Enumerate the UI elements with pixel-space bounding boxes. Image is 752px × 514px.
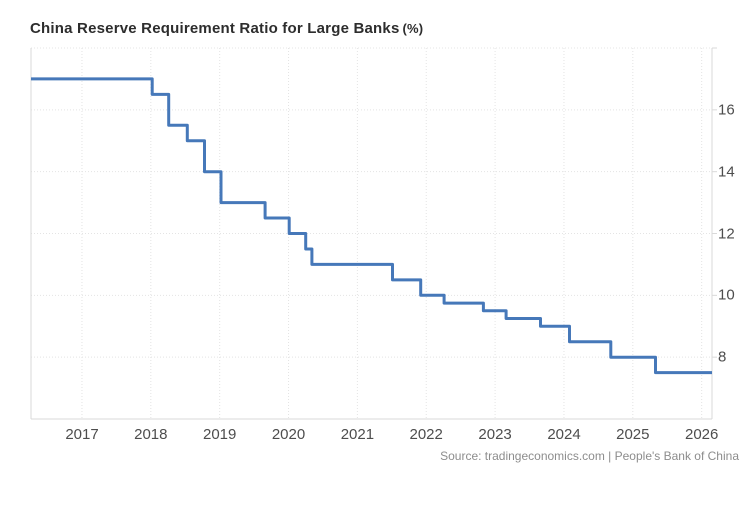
step-line-chart[interactable]: 2017 2018 2019 2020 2021 2022 2023 2024 2025 2026… <box>0 0 752 452</box>
chart-title-text: China Reserve Requirement Ratio for Larg… <box>30 20 400 37</box>
x-axis-label-2021: 2021 <box>340 426 375 443</box>
y-axis-label-10: 10 <box>718 286 735 304</box>
x-axis-label-2023: 2023 <box>478 426 512 443</box>
x-axis-label-2025: 2025 <box>616 426 650 443</box>
x-axis-label-2026: 2026 <box>685 426 719 443</box>
x-axis-label-2017: 2017 <box>65 426 99 443</box>
rrr-step-line <box>31 77 712 375</box>
y-axis-label-12: 12 <box>718 225 735 242</box>
x-axis-label-2024: 2024 <box>547 426 581 443</box>
y-axis-label-8: 8 <box>718 348 727 366</box>
chart-title: China Reserve Requirement Ratio for Larg… <box>30 20 423 37</box>
chart-title-unit: (%) <box>402 21 424 36</box>
y-axis-label-16: 16 <box>718 101 735 119</box>
source-credit: Source: tradingeconomics.com | People's … <box>440 449 739 463</box>
plot-area <box>30 47 717 420</box>
y-axis-label-14: 14 <box>718 163 735 181</box>
x-axis-label-2020: 2020 <box>271 426 306 443</box>
x-axis-label-2019: 2019 <box>203 426 237 443</box>
x-axis-label-2022: 2022 <box>409 426 443 443</box>
x-axis-label-2018: 2018 <box>134 426 168 443</box>
